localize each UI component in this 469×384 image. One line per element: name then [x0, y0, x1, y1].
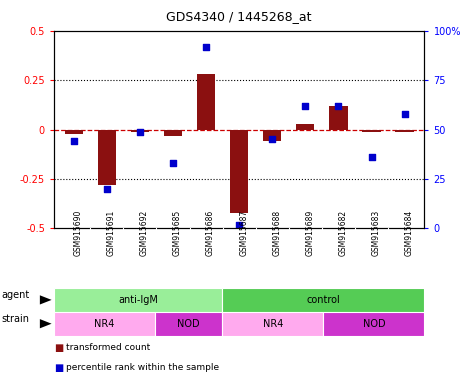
Point: [235, 222, 243, 228]
Bar: [222, 288, 424, 312]
Text: GSM915684: GSM915684: [405, 210, 414, 257]
Bar: [65, 129, 83, 134]
Text: GSM915688: GSM915688: [272, 210, 281, 256]
Text: GSM915690: GSM915690: [74, 210, 83, 257]
Text: agent: agent: [1, 290, 29, 300]
Bar: [131, 129, 149, 132]
Text: GSM915689: GSM915689: [305, 210, 314, 257]
Bar: [54, 312, 155, 336]
Text: GSM915687: GSM915687: [239, 210, 248, 257]
Text: GSM915685: GSM915685: [173, 210, 182, 257]
Bar: [324, 312, 424, 336]
Text: percentile rank within the sample: percentile rank within the sample: [66, 363, 219, 372]
Bar: [230, 129, 248, 213]
Text: GSM915682: GSM915682: [339, 210, 348, 256]
Text: GDS4340 / 1445268_at: GDS4340 / 1445268_at: [166, 10, 312, 23]
Text: anti-IgM: anti-IgM: [118, 295, 158, 305]
Point: [401, 111, 408, 117]
Bar: [263, 129, 281, 141]
Bar: [164, 129, 182, 136]
Text: control: control: [307, 295, 340, 305]
Point: [202, 43, 210, 50]
Text: GSM915686: GSM915686: [206, 210, 215, 257]
Polygon shape: [40, 319, 52, 328]
Bar: [222, 312, 324, 336]
Point: [368, 154, 375, 161]
Text: ■: ■: [54, 343, 63, 353]
Bar: [363, 129, 381, 132]
Point: [269, 136, 276, 142]
Bar: [329, 106, 348, 129]
Text: NOD: NOD: [363, 319, 385, 329]
Point: [302, 103, 309, 109]
Point: [103, 186, 111, 192]
Text: GSM915691: GSM915691: [107, 210, 116, 257]
Bar: [296, 124, 314, 129]
Polygon shape: [40, 295, 52, 305]
Text: ■: ■: [54, 363, 63, 373]
Text: transformed count: transformed count: [66, 343, 150, 352]
Text: NR4: NR4: [94, 319, 114, 329]
Point: [70, 138, 77, 144]
Bar: [197, 74, 215, 129]
Point: [335, 103, 342, 109]
Bar: [98, 129, 116, 185]
Text: NOD: NOD: [177, 319, 200, 329]
Text: strain: strain: [1, 314, 29, 324]
Bar: [155, 312, 222, 336]
Bar: [395, 129, 414, 132]
Point: [136, 129, 144, 135]
Bar: [54, 288, 222, 312]
Point: [169, 160, 177, 166]
Text: GSM915692: GSM915692: [140, 210, 149, 257]
Text: NR4: NR4: [263, 319, 283, 329]
Text: GSM915683: GSM915683: [371, 210, 380, 257]
